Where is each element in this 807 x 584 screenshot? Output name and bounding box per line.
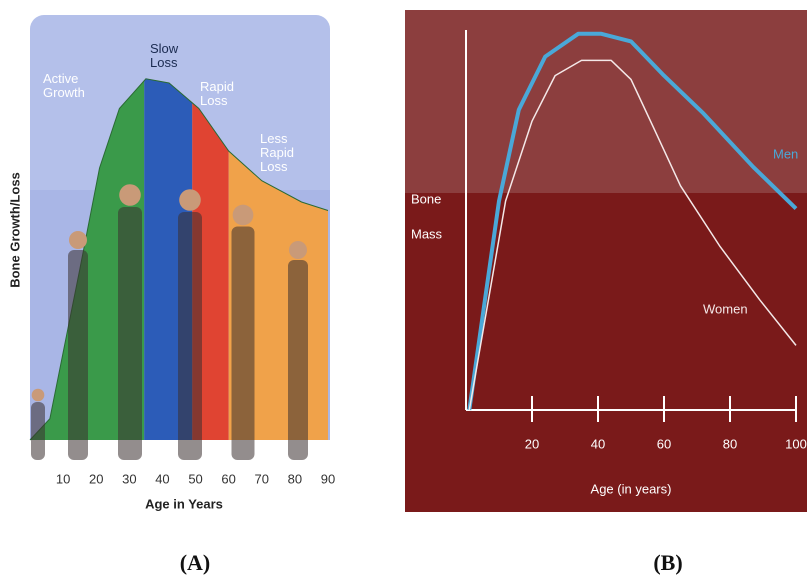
phase-label-line: Slow bbox=[150, 41, 179, 56]
person-head bbox=[69, 231, 87, 249]
phase-label-line: Less bbox=[260, 131, 288, 146]
phase-label-line: Active bbox=[43, 71, 78, 86]
y-axis-label: Bone Growth/Loss bbox=[7, 172, 22, 288]
x-tick-label: 10 bbox=[56, 471, 70, 486]
person-body bbox=[178, 212, 202, 460]
phase-label-line: Growth bbox=[43, 85, 85, 100]
series-label: Women bbox=[703, 301, 748, 316]
person-body bbox=[68, 250, 88, 460]
x-tick-label: 20 bbox=[89, 471, 103, 486]
figure: ActiveGrowthSlowLossRapidLossLessRapidLo… bbox=[0, 0, 807, 584]
person-head bbox=[233, 205, 254, 226]
x-tick-label: 30 bbox=[122, 471, 136, 486]
x-tick-label: 80 bbox=[723, 436, 737, 451]
x-tick-label: 80 bbox=[288, 471, 302, 486]
panel-caption: (A) bbox=[180, 550, 211, 575]
x-tick-label: 40 bbox=[591, 436, 605, 451]
x-tick-label: 70 bbox=[255, 471, 269, 486]
person-head bbox=[32, 389, 45, 402]
person-head bbox=[179, 189, 201, 211]
x-tick-label: 50 bbox=[188, 471, 202, 486]
person-head bbox=[289, 241, 307, 259]
person-head bbox=[119, 184, 141, 206]
y-axis-label: Mass bbox=[411, 226, 443, 241]
phase-label-line: Loss bbox=[260, 159, 288, 174]
phase-label-line: Loss bbox=[150, 55, 178, 70]
x-tick-label: 100 bbox=[785, 436, 807, 451]
series-label: Men bbox=[773, 146, 798, 161]
phase-label-line: Rapid bbox=[200, 79, 234, 94]
phase-label-line: Rapid bbox=[260, 145, 294, 160]
x-axis-label: Age in Years bbox=[145, 496, 223, 511]
person-body bbox=[118, 207, 142, 460]
x-tick-label: 40 bbox=[155, 471, 169, 486]
x-tick-label: 60 bbox=[657, 436, 671, 451]
panel-caption: (B) bbox=[653, 550, 682, 575]
person-body bbox=[232, 227, 255, 461]
x-tick-label: 60 bbox=[221, 471, 235, 486]
person-body bbox=[288, 260, 308, 460]
x-axis-label: Age (in years) bbox=[591, 481, 672, 496]
phase-label-line: Loss bbox=[200, 93, 228, 108]
x-tick-label: 20 bbox=[525, 436, 539, 451]
y-axis-label: Bone bbox=[411, 191, 441, 206]
person-body bbox=[31, 402, 45, 460]
x-tick-label: 90 bbox=[321, 471, 335, 486]
